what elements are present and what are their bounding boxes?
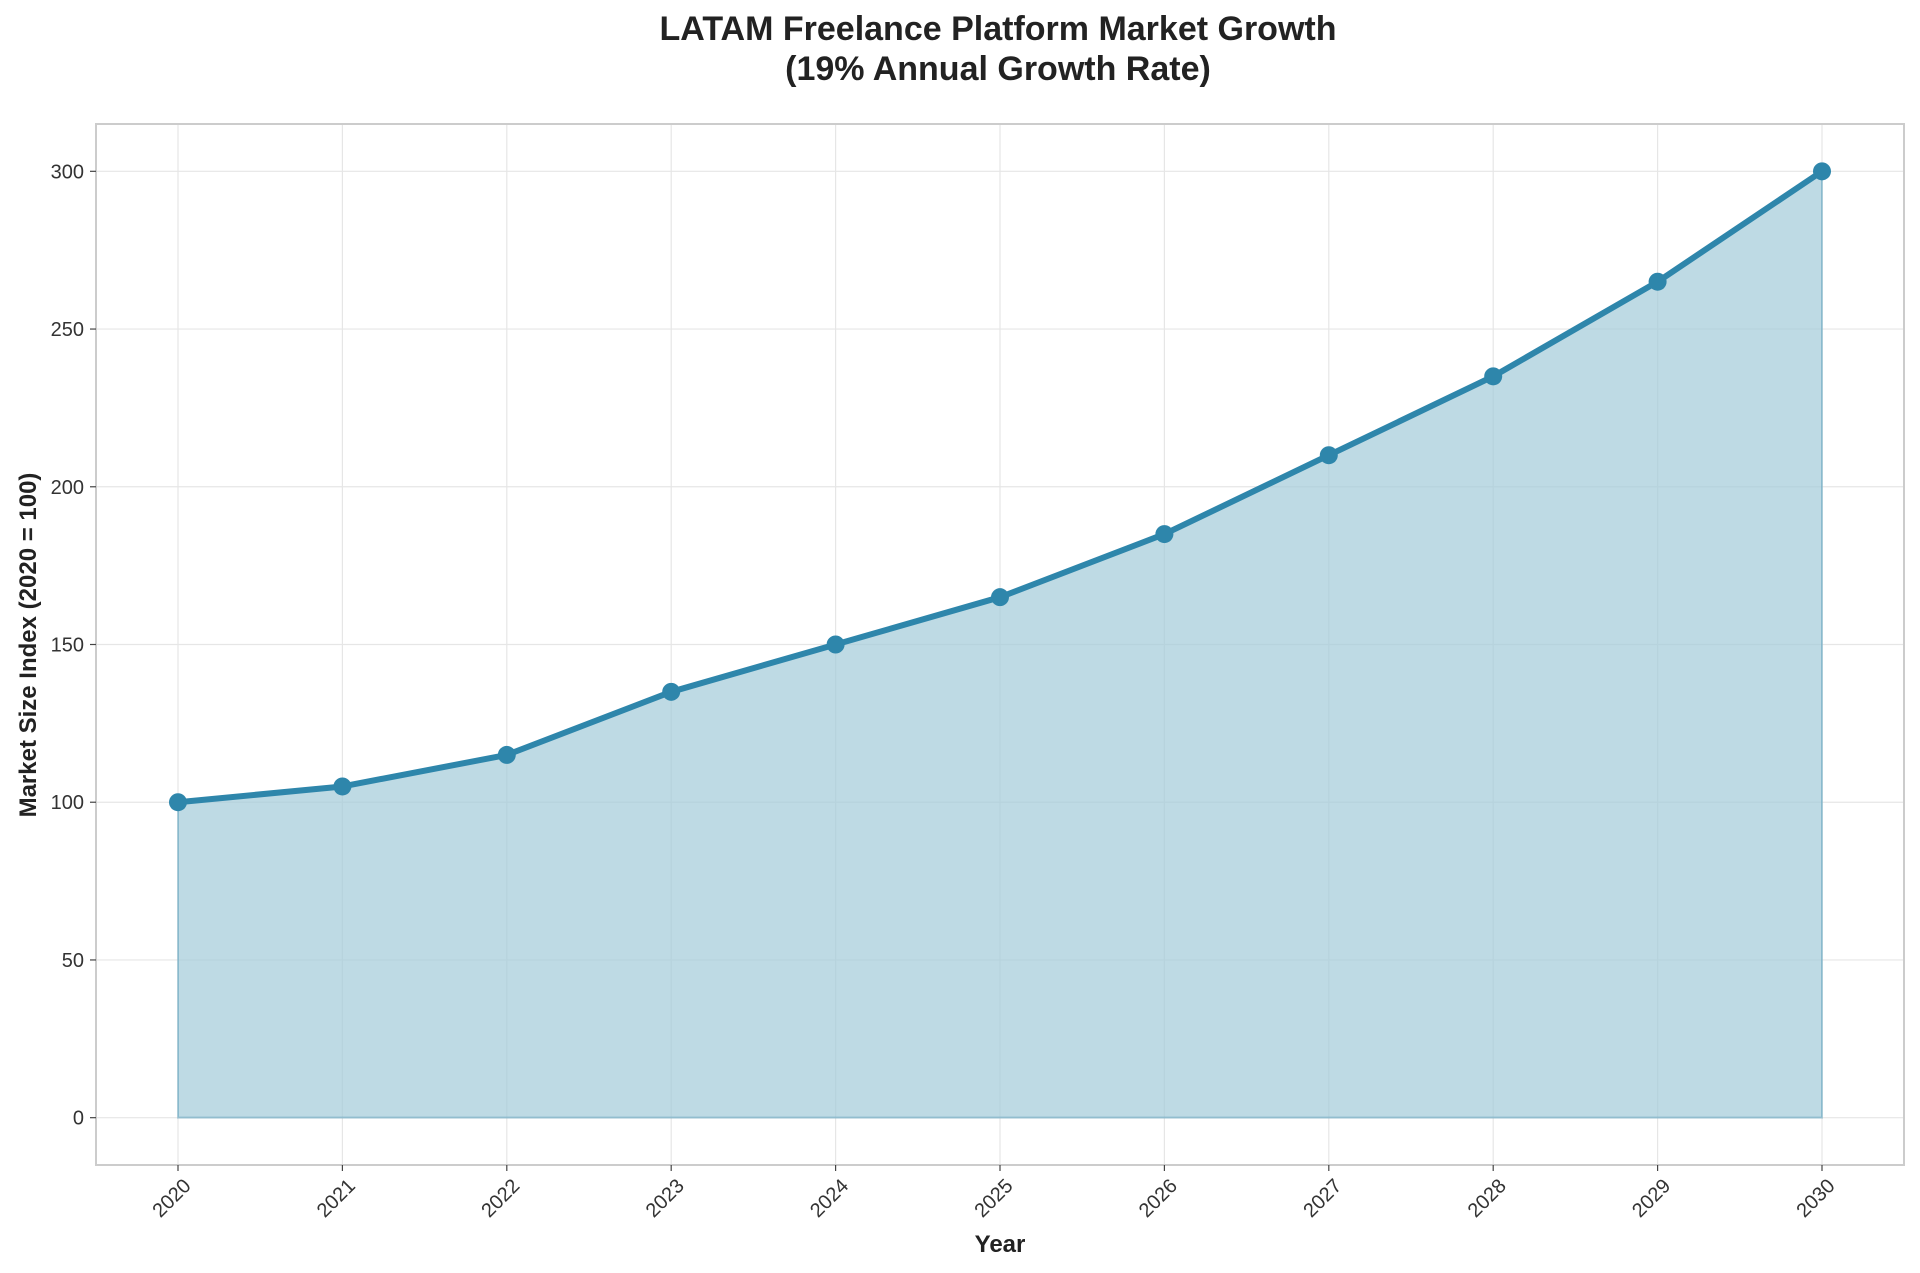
y-tick-label: 100: [51, 792, 84, 814]
y-tick-label: 50: [62, 950, 84, 972]
data-point-2025: [991, 588, 1009, 607]
x-axis-label: Year: [975, 1231, 1026, 1258]
x-tick-label: 2027: [1299, 1175, 1346, 1222]
chart-title-line-1: LATAM Freelance Platform Market Growth: [660, 10, 1337, 48]
y-tick-label: 250: [51, 319, 84, 341]
data-point-2030: [1813, 162, 1831, 181]
data-points-layer: [169, 162, 1831, 812]
x-tick-label: 2030: [1793, 1175, 1840, 1222]
chart-title-line-2: (19% Annual Growth Rate): [785, 50, 1211, 88]
y-tick-label: 200: [51, 477, 84, 499]
data-point-2028: [1484, 367, 1503, 386]
x-axis-ticks: 2020 2021 2022 2023 2024 2025 2026 2027 2028 2029…: [149, 1165, 1840, 1222]
data-point-2029: [1648, 272, 1667, 291]
x-tick-label: 2020: [149, 1175, 196, 1222]
x-tick-label: 2023: [642, 1175, 689, 1222]
data-point-2022: [497, 745, 516, 764]
data-point-2023: [662, 682, 681, 701]
data-point-2021: [333, 777, 352, 796]
y-axis-label: Market Size Index (2020 = 100): [15, 473, 42, 818]
data-point-2024: [826, 635, 845, 654]
x-tick-label: 2021: [313, 1175, 360, 1222]
data-point-2026: [1155, 525, 1174, 544]
data-point-2020: [169, 793, 187, 812]
x-tick-label: 2026: [1135, 1175, 1182, 1222]
y-tick-label: 0: [73, 1108, 84, 1130]
y-tick-label: 300: [51, 161, 84, 183]
x-tick-label: 2024: [806, 1175, 853, 1222]
x-tick-label: 2028: [1464, 1175, 1511, 1222]
x-tick-label: 2025: [971, 1175, 1018, 1222]
data-point-2027: [1319, 446, 1338, 465]
x-tick-label: 2029: [1628, 1175, 1675, 1222]
y-tick-label: 150: [51, 635, 84, 657]
y-axis-ticks: 0 50 100 150 200 250 300: [51, 161, 96, 1130]
x-tick-label: 2022: [477, 1175, 524, 1222]
